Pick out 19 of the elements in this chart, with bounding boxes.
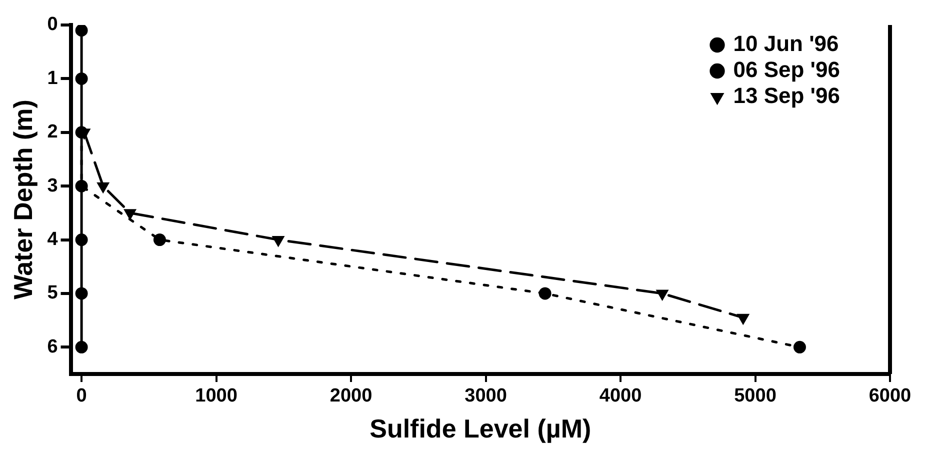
y-tick-label: 5 [47, 282, 58, 304]
x-tick-label: 1000 [195, 386, 238, 407]
y-tick-label: 0 [47, 14, 58, 36]
legend-label: 10 Jun '96 [733, 31, 839, 56]
x-tick-label: 2000 [330, 386, 372, 407]
y-axis-title: Water Depth (m) [8, 100, 38, 300]
y-tick-label: 2 [47, 122, 58, 143]
x-tick-label: 0 [76, 386, 87, 407]
x-tick-label: 5000 [734, 386, 776, 407]
x-axis-title: Sulfide Level (µM) [370, 414, 592, 444]
legend-label: 13 Sep '96 [733, 83, 840, 108]
y-tick-label: 6 [47, 336, 58, 358]
x-tick-label: 6000 [868, 386, 912, 407]
y-tick-label: 3 [47, 175, 58, 196]
legend-label: 06 Sep '96 [733, 57, 840, 82]
x-tick-label: 4000 [599, 386, 642, 407]
y-tick-label: 4 [47, 229, 58, 250]
y-tick-label: 1 [47, 68, 58, 89]
x-tick-label: 3000 [464, 386, 507, 407]
